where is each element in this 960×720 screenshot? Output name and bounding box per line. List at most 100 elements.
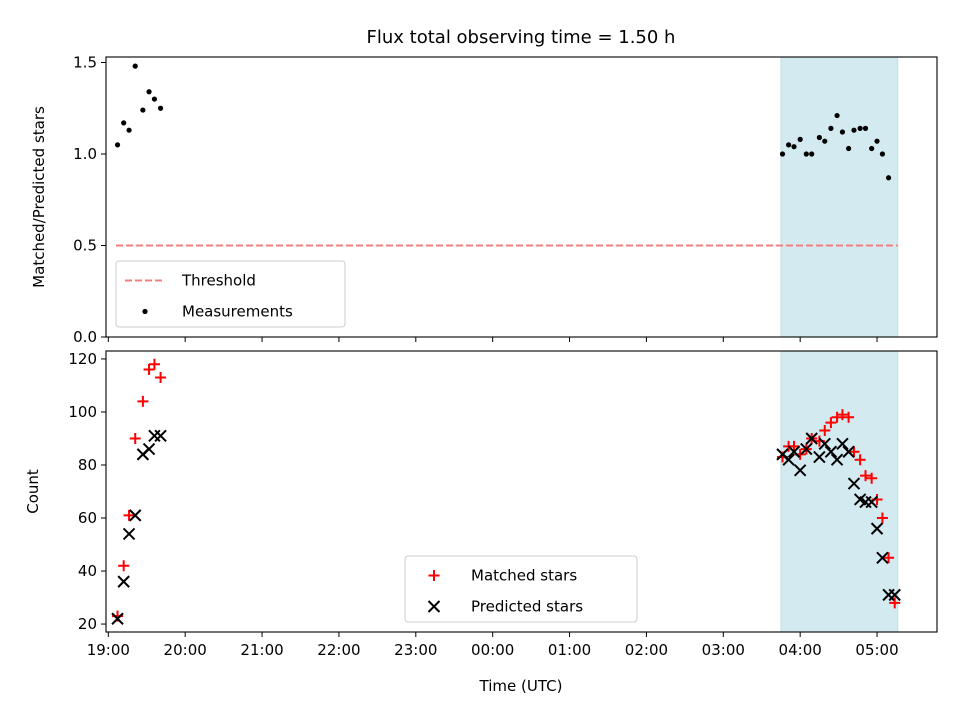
legend: Matched stars Predicted stars [404, 555, 638, 623]
data-point [118, 560, 130, 572]
panel-2: 20 40 60 80 100 120 19:00 20:00 21:00 22:00 23:00 0… [24, 350, 938, 659]
data-point [805, 432, 818, 445]
data-point [857, 125, 863, 131]
data-point [148, 358, 160, 370]
data-point [788, 440, 800, 452]
y-tick-label: 0.5 [73, 236, 97, 254]
legend-swatch [142, 308, 148, 315]
data-point [860, 470, 872, 482]
data-point [157, 105, 164, 111]
plot-frame [105, 350, 938, 633]
data-point [154, 429, 167, 443]
data-point [862, 125, 869, 131]
data-point [866, 472, 878, 484]
data-point [870, 522, 884, 535]
data-point [848, 446, 860, 458]
data-point [126, 127, 132, 133]
data-point [888, 588, 901, 602]
data-point [803, 151, 809, 157]
data-point [819, 425, 831, 437]
data-point [839, 129, 846, 135]
data-point [869, 145, 875, 152]
data-point [800, 442, 813, 456]
data-point [818, 437, 831, 450]
data-point [114, 142, 121, 148]
x-tick-label: 22:00 [317, 641, 360, 659]
data-point [874, 138, 880, 144]
data-point [876, 512, 888, 524]
data-point [132, 63, 138, 69]
x-tick-label: 01:00 [548, 641, 591, 659]
y-tick-label: 20 [78, 615, 97, 633]
y-axis-label: Count [24, 469, 42, 514]
legend-swatch [427, 600, 441, 613]
data-point [831, 411, 843, 423]
data-point [843, 411, 855, 423]
x-tick-label: 19:00 [87, 641, 130, 659]
series-measurements [114, 63, 892, 181]
y-tick-label: 100 [68, 403, 97, 421]
x-tick-label: 05:00 [855, 641, 898, 659]
data-point [140, 107, 146, 113]
y-tick-label: 1.0 [73, 145, 97, 163]
x-tick-label: 00:00 [471, 641, 514, 659]
data-point [834, 112, 840, 119]
data-point [813, 450, 826, 464]
data-point [845, 145, 852, 152]
highlight-span [780, 350, 899, 633]
plot-frame [105, 56, 938, 338]
legend-label: Threshold [181, 272, 256, 290]
legend-box [404, 555, 638, 623]
x-tick-label: 21:00 [240, 641, 283, 659]
y-tick-label: 60 [78, 509, 97, 527]
data-point [787, 445, 801, 458]
data-point [809, 151, 815, 157]
data-point [129, 432, 141, 444]
panel-1: 0.0 0.5 1.0 1.5 Matched/Predicted stars Thres… [30, 53, 938, 346]
chart-title: Flux total observing time = 1.50 h [367, 27, 676, 48]
data-point [854, 454, 866, 466]
data-point [822, 138, 828, 144]
y-tick-label: 0.0 [73, 328, 97, 346]
data-point [155, 372, 167, 384]
data-point [816, 134, 822, 141]
data-point [842, 445, 855, 458]
legend-label: Measurements [182, 303, 293, 321]
data-point [117, 575, 130, 588]
data-point [876, 551, 889, 564]
data-point [786, 142, 792, 148]
legend-box [115, 260, 346, 328]
data-point [137, 395, 149, 407]
data-point [111, 612, 124, 625]
data-point [851, 127, 857, 133]
x-tick-label: 23:00 [394, 641, 437, 659]
data-point [836, 437, 849, 450]
x-tick-label: 04:00 [779, 641, 822, 659]
data-point [885, 175, 892, 181]
x-tick-label: 20:00 [164, 641, 207, 659]
y-axis-label: Matched/Predicted stars [30, 106, 48, 288]
data-point [836, 409, 848, 421]
data-point [847, 477, 861, 490]
data-point [146, 89, 152, 95]
x-axis-label: Time (UTC) [479, 677, 563, 695]
legend-label: Matched stars [471, 567, 577, 585]
series-predicted-stars [111, 429, 901, 625]
y-tick-label: 1.5 [73, 53, 97, 71]
legend-label: Predicted stars [471, 598, 583, 616]
data-point [865, 495, 878, 509]
data-point [828, 125, 834, 131]
data-point [151, 96, 158, 102]
data-point [793, 464, 807, 477]
highlight-span [780, 56, 899, 338]
legend: Threshold Measurements [115, 260, 346, 328]
y-tick-label: 120 [68, 350, 97, 368]
data-point [143, 364, 155, 376]
y-tick-label: 80 [78, 456, 97, 474]
data-point [791, 144, 797, 150]
data-point [779, 151, 786, 157]
data-point [121, 120, 127, 126]
data-point [148, 429, 161, 443]
x-tick-label: 03:00 [702, 641, 745, 659]
